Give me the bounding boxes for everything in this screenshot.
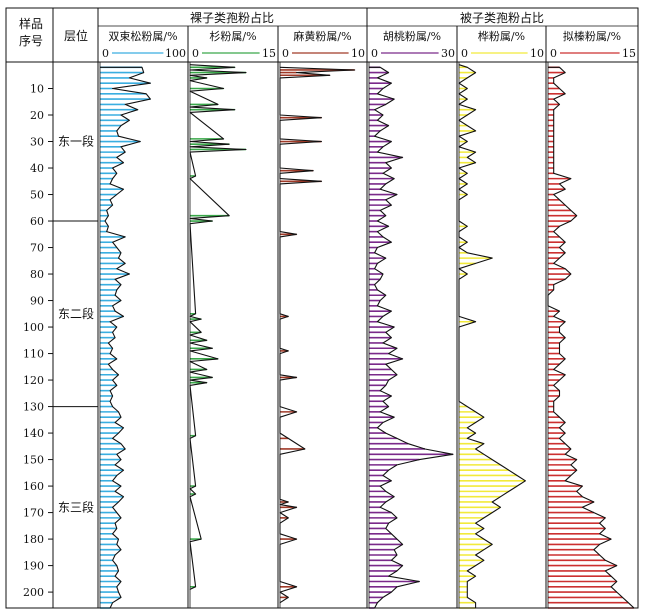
y-tick-label: 20: [30, 109, 44, 122]
y-tick-label: 180: [23, 533, 44, 546]
y-tick-label: 130: [23, 401, 44, 414]
y-tick-label: 90: [30, 295, 44, 308]
y-tick-label: 150: [23, 454, 44, 467]
group-label-gymnosperm: 裸子类孢粉占比: [190, 10, 274, 25]
y-tick-label: 200: [23, 586, 44, 599]
scale-max-label: 30: [441, 47, 455, 60]
scale-min-label: 0: [371, 47, 378, 60]
y-tick-label: 110: [23, 348, 44, 361]
zone-label: 东二段: [58, 306, 94, 321]
scale-max-label: 10: [530, 47, 544, 60]
panel-4: 胡桃粉属/% 0 30: [368, 29, 455, 609]
y-tick-label: 70: [30, 242, 44, 255]
panel-title: 胡桃粉属/%: [383, 29, 441, 43]
y-tick-label: 80: [30, 268, 44, 281]
chart-frame: [5, 7, 639, 609]
y-tick-label: 140: [23, 427, 44, 440]
outer-border: [5, 7, 639, 609]
panel-title: 杉粉属/%: [209, 29, 256, 43]
y-tick-label: 10: [30, 83, 44, 96]
y-axis: 10 20 30 40 50 60 70 80 90 100 110 120 130 140 150 160 1…: [23, 83, 53, 599]
scale-min-label: 0: [192, 47, 199, 60]
panel-6: 拟榛粉属/% 0 15: [545, 26, 636, 609]
zone-label: 东三段: [58, 499, 94, 514]
layer-label: 层位: [64, 28, 88, 43]
data-outline: [99, 66, 151, 609]
y-tick-label: 40: [30, 162, 44, 175]
scale-max-label: 100: [165, 47, 186, 60]
y-tick-label: 30: [30, 136, 44, 149]
panel-title: 拟榛粉属/%: [563, 29, 621, 43]
y-tick-label: 100: [23, 321, 44, 334]
y-tick-label: 120: [23, 374, 44, 387]
panel-title: 桦粉属/%: [478, 29, 525, 43]
sample-label-line1: 样品: [19, 16, 43, 31]
data-outline: [458, 64, 526, 609]
y-tick-label: 170: [23, 507, 44, 520]
scale-max-label: 15: [262, 47, 276, 60]
scale-min-label: 0: [550, 47, 557, 60]
y-tick-label: 160: [23, 480, 44, 493]
data-outline: [279, 66, 356, 604]
y-tick-label: 60: [30, 215, 44, 228]
scale-min-label: 0: [102, 47, 109, 60]
panel-1: 双束松粉属/% 0 100: [99, 29, 186, 609]
y-tick-label: 190: [23, 560, 44, 573]
group-label-angiosperm: 被子类孢粉占比: [460, 10, 544, 25]
scale-max-label: 10: [351, 47, 365, 60]
panel-title: 双束松粉属/%: [108, 29, 177, 43]
sample-label-line2: 序号: [19, 33, 43, 48]
y-tick-label: 50: [30, 189, 44, 202]
panel-3: 麻黄粉属/% 0 10: [277, 26, 365, 608]
scale-min-label: 0: [282, 47, 289, 60]
panel-2: 杉粉属/% 0 15: [187, 26, 276, 608]
zone-label: 东一段: [58, 134, 94, 149]
scale-max-label: 15: [622, 47, 636, 60]
panel-title: 麻黄粉属/%: [293, 29, 351, 43]
data-outline: [368, 66, 454, 609]
scale-min-label: 0: [461, 47, 468, 60]
panel-5: 桦粉属/% 0 10: [456, 26, 544, 609]
data-outline: [547, 66, 635, 609]
